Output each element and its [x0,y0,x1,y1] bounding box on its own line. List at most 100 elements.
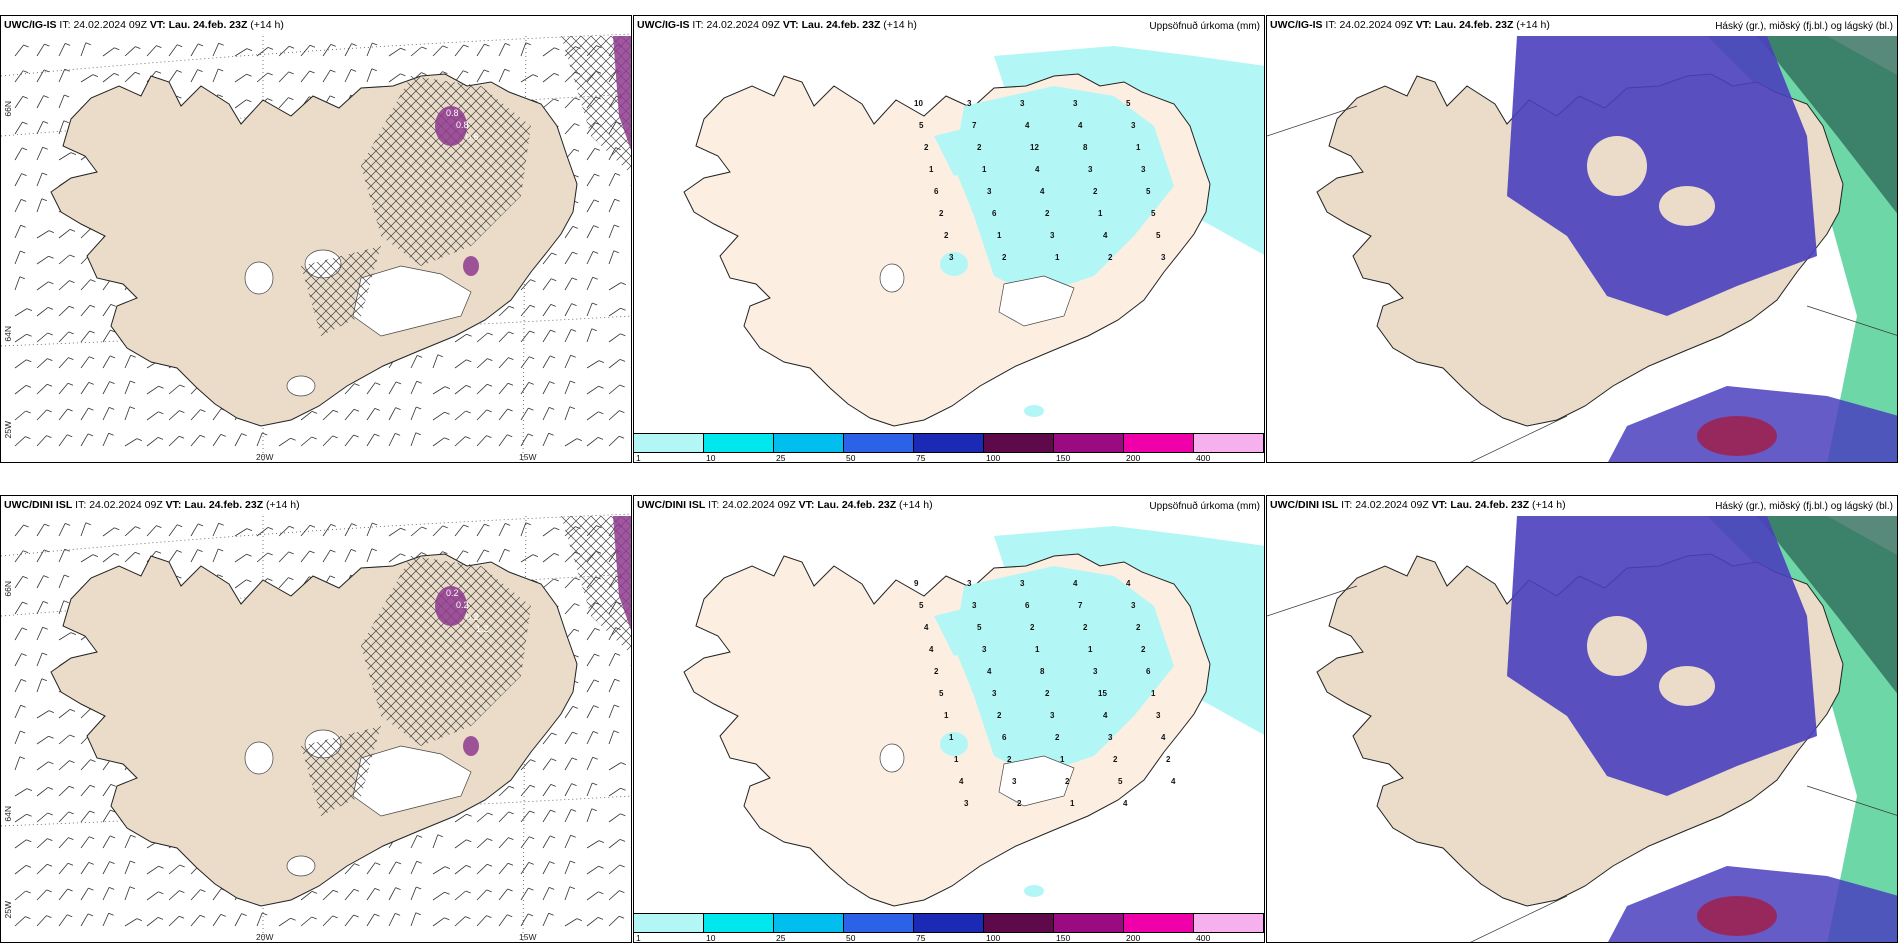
cloud-gaps [1587,616,1715,706]
precip-value: 7 [972,121,977,130]
high-cloud [1507,36,1817,316]
precip-value: 3 [982,645,987,654]
colorbar-tick: 10 [706,453,716,463]
panel-header: UWC/IG-IS IT: 24.02.2024 09Z VT: Lau. 24… [4,19,284,31]
precip-value: 5 [1151,209,1156,218]
precip-value: 2 [1017,799,1022,808]
wind-max-label: 1.2 [476,624,489,634]
precip-value: 10 [914,99,923,108]
hatched-area [301,516,631,816]
wind-panel: 0.8 0.8 0.6 20W 15W 66N 64N 25W UWC/IG-IS IT: 2… [0,15,632,463]
lon-label: 25W [3,421,13,439]
precip-value: 1 [944,711,949,720]
precip-value: 3 [1093,667,1098,676]
colorbar-swatch [984,914,1054,932]
precip-value: 1 [1098,209,1103,218]
high-cloud [1507,516,1817,796]
precip-value: 5 [919,601,924,610]
precip-value: 1 [1151,689,1156,698]
precip-map: 9 3 3 4 45 3 6 7 34 5 2 2 24 3 1 1 22 4 8 3 65 3 2 15 11 2 3 4 31 6 2 3… [683,526,1264,907]
precip-value: 4 [1073,579,1078,588]
init-time: 24.02.2024 09Z [722,499,796,511]
model-name: UWC/IG-IS [1270,19,1323,31]
cloud-panel: UWC/IG-IS IT: 24.02.2024 09Z VT: Lau. 24… [1266,15,1898,463]
precip-value: 4 [924,623,929,632]
precip-value: 3 [972,601,977,610]
lon-label: 25W [3,901,13,919]
precip-value: 6 [1025,601,1030,610]
colorbar-tick: 150 [1056,453,1071,463]
vt-label: VT: [1415,19,1432,31]
valid-time: Lau. 24.feb. 23Z [817,499,897,511]
precip-value: 6 [1146,667,1151,676]
precip-value: 2 [1166,755,1171,764]
precip-value: 4 [1078,121,1083,130]
precip-value: 5 [977,623,982,632]
panel-title: Uppsöfnuð úrkoma (mm) [1149,501,1260,512]
colorbar-tick: 75 [916,453,926,463]
colorbar-swatch [1054,914,1124,932]
precip-value: 4 [959,777,964,786]
precip-value: 3 [1088,165,1093,174]
precip-value: 12 [1030,143,1039,152]
precip-value: 1 [1088,645,1093,654]
it-label: IT: [59,19,71,31]
colorbar-swatch [774,914,844,932]
lead-time: (+14 h) [899,499,933,511]
precip-value: 2 [997,711,1002,720]
precip-value: 3 [1108,733,1113,742]
precip-value: 2 [1141,645,1146,654]
precip-value: 1 [949,733,954,742]
model-name: UWC/DINI ISL [1270,499,1339,511]
model-name: UWC/IG-IS [4,19,57,31]
precip-value: 5 [939,689,944,698]
precip-panel: 10 3 3 3 5 5 7 4 4 3 2 2 12 8 1 1 1 4 3 3 6 3 4 2 5 2 6 2 1 5 2 1 3 4 5 3 2 1… [633,15,1265,463]
precip-value: 3 [967,579,972,588]
precip-value: 5 [1126,99,1131,108]
precip-value: 2 [1045,689,1050,698]
precip-value: 8 [1040,667,1045,676]
precip-value: 2 [1108,253,1113,262]
lat-label: 66N [3,101,13,117]
precip-value: 2 [1045,209,1050,218]
colorbar-swatch [634,914,704,932]
colorbar-swatch [1194,914,1264,932]
colorbar-tick: 10 [706,933,716,943]
colorbar-tick: 400 [1196,453,1211,463]
colorbar-swatch [984,434,1054,452]
precip-shading [934,566,1174,897]
precip-value: 3 [1073,99,1078,108]
colorbar-swatch [704,914,774,932]
precip-value: 3 [1020,579,1025,588]
wind-max-label: 0.8 [456,120,469,130]
lon-label: 20W [256,452,274,462]
precip-value: 1 [1070,799,1075,808]
colorbar-tick: 100 [986,933,1001,943]
valid-time: Lau. 24.feb. 23Z [1434,19,1514,31]
precip-value: 1 [1055,253,1060,262]
colorbar-swatch [634,434,704,452]
precip-value: 1 [1060,755,1065,764]
precip-value: 3 [964,799,969,808]
lead-time: (+14 h) [1516,19,1550,31]
wind-max-label: 0.8 [446,108,459,118]
precip-value: 2 [1030,623,1035,632]
panel-title: Uppsöfnuð úrkoma (mm) [1149,21,1260,32]
precip-value: 3 [1156,711,1161,720]
precip-value: 4 [1040,187,1045,196]
colorbar-tick: 1 [636,933,641,943]
precip-value: 3 [1020,99,1025,108]
colorbar-tick: 50 [846,933,856,943]
panel-header: UWC/IG-IS IT: 24.02.2024 09Z VT: Lau. 24… [637,19,917,31]
glaciers [879,263,1075,327]
precip-value: 15 [1098,689,1107,698]
precip-value: 3 [1050,711,1055,720]
valid-time: Lau. 24.feb. 23Z [184,499,264,511]
vt-label: VT: [1431,499,1448,511]
precip-value: 1 [997,231,1002,240]
wind-max-label: 0.2 [446,588,459,598]
precip-value: 8 [1083,143,1088,152]
init-time: 24.02.2024 09Z [1355,499,1429,511]
vt-label: VT: [149,19,166,31]
precip-value: 6 [1002,733,1007,742]
